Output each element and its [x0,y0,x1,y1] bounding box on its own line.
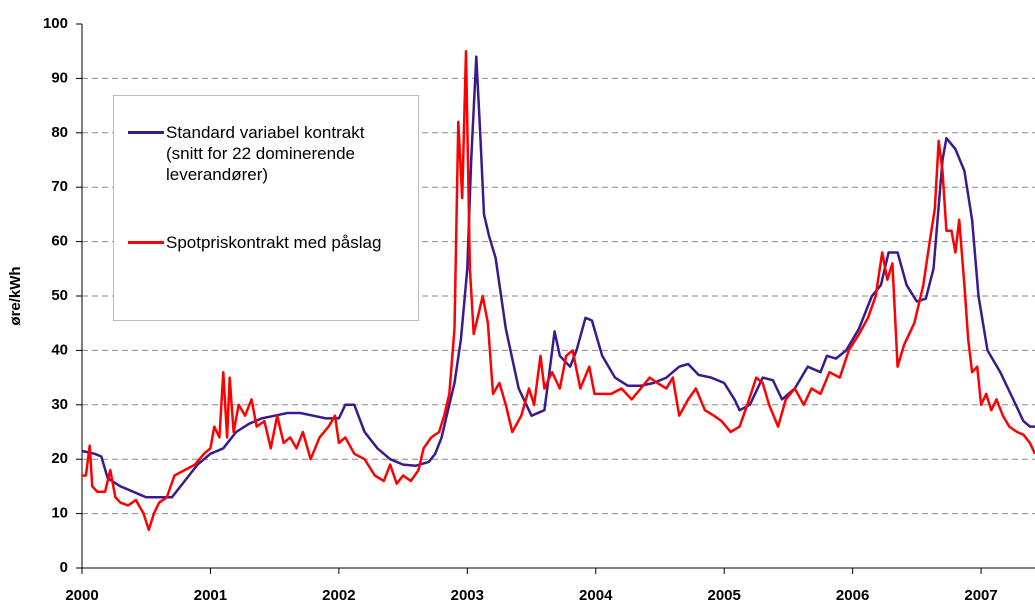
y-tick-label: 50 [51,287,68,304]
x-tick-label: 2003 [451,587,484,604]
y-tick-label: 20 [51,450,68,467]
legend-label: Spotpriskontrakt med påslag [166,233,382,252]
x-tick-label: 2004 [579,587,613,604]
x-tick-label: 2007 [964,587,997,604]
legend-swatch [128,131,164,134]
y-tick-label: 80 [51,124,68,141]
x-tick-label: 2005 [707,587,740,604]
x-tick-label: 2001 [194,587,227,604]
legend: Standard variabel kontrakt (snitt for 22… [113,95,419,321]
legend-label: Standard variabel kontrakt (snitt for 22… [166,123,365,184]
y-tick-label: 10 [51,505,68,522]
y-tick-label: 0 [60,559,68,576]
legend-swatch [128,241,164,244]
y-tick-label: 30 [51,396,68,413]
x-tick-label: 2002 [322,587,355,604]
y-tick-label: 60 [51,233,68,250]
y-tick-label: 70 [51,178,68,195]
y-tick-label: 100 [43,15,68,32]
x-tick-label: 2006 [836,587,869,604]
series-line [81,55,1035,499]
y-tick-label: 40 [51,341,68,358]
y-tick-label: 90 [51,69,68,86]
x-tick-label: 2000 [65,587,98,604]
y-axis-label: øre/kWh [7,266,24,325]
series-line [82,49,1035,532]
